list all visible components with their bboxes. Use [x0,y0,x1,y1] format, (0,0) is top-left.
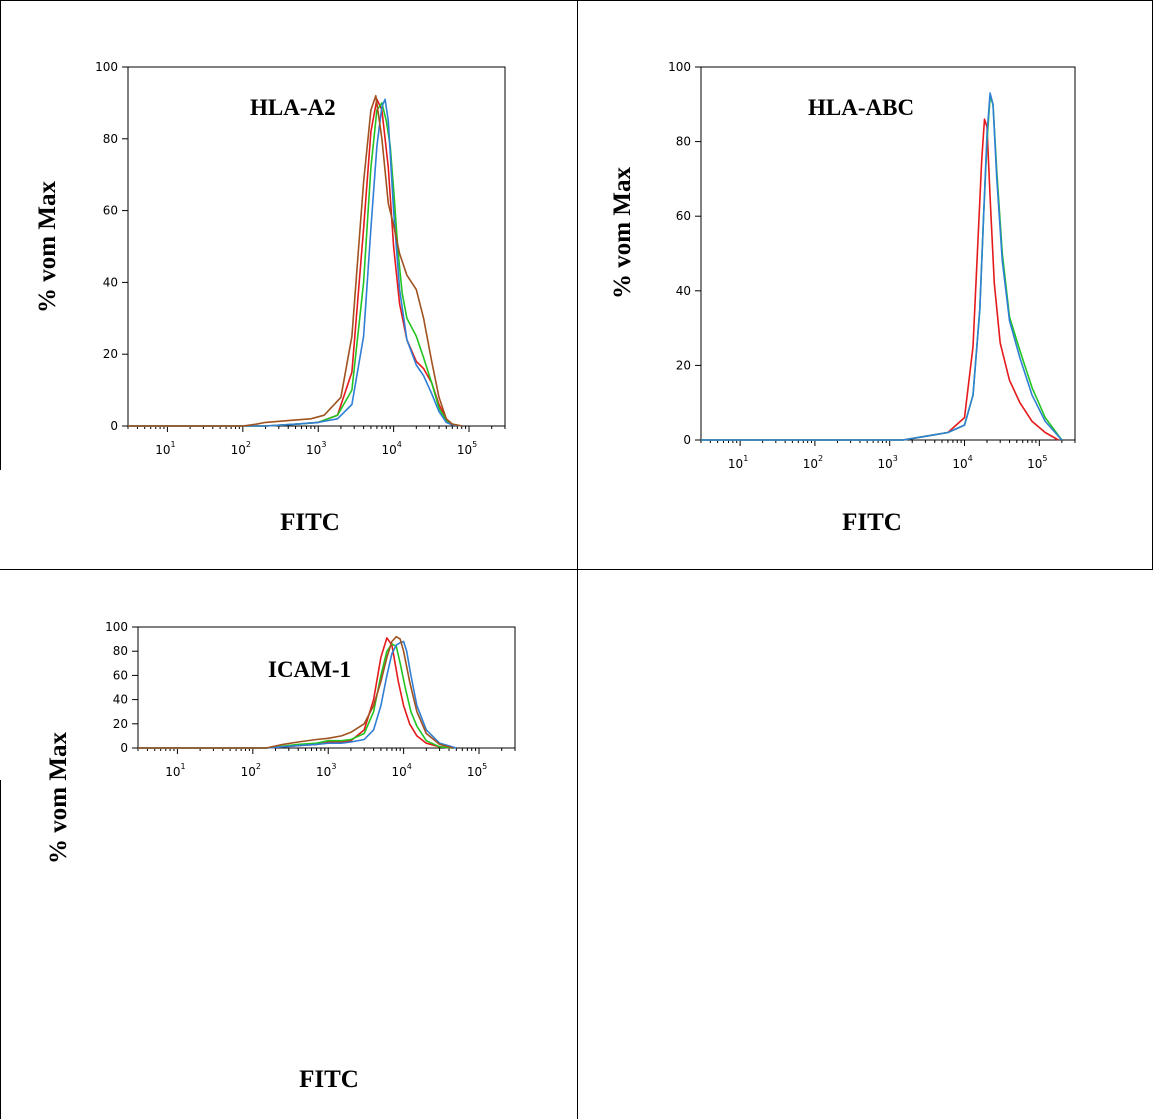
x-tick-label: 103 [306,440,326,457]
x-tick-base: 10 [165,765,180,779]
series-line-red [128,98,462,427]
x-tick-exponent: 4 [407,762,412,771]
x-tick-base: 10 [306,443,321,457]
y-tick-label: 80 [113,644,128,658]
x-tick-exponent: 5 [482,762,487,771]
series-line-blue [701,92,1063,441]
y-tick-label: 80 [103,132,118,146]
x-tick-label: 102 [241,762,261,779]
y-tick-label: 40 [103,275,118,289]
x-tick-exponent: 5 [1042,454,1047,463]
series-line-green [128,102,462,427]
plot-frame [127,66,506,427]
series-line-blue [128,98,462,427]
x-tick-base: 10 [241,765,256,779]
y-tick-label: 60 [676,209,691,223]
x-tick-label: 102 [803,454,823,471]
x-tick-exponent: 3 [893,454,898,463]
x-tick-base: 10 [316,765,331,779]
y-tick-label: 20 [676,358,691,372]
panel-title: HLA-ABC [808,95,914,120]
x-tick-exponent: 4 [968,454,973,463]
y-tick-label: 60 [113,668,128,682]
x-tick-base: 10 [391,765,406,779]
y-tick-label: 100 [105,620,128,634]
x-tick-label: 104 [952,454,972,471]
y-tick-label: 20 [113,717,128,731]
x-tick-exponent: 2 [818,454,823,463]
x-tick-label: 103 [878,454,898,471]
y-axis-title: % vom Max [609,167,636,299]
x-tick-exponent: 1 [743,454,748,463]
y-tick-label: 0 [120,741,128,755]
y-tick-label: 100 [95,60,118,74]
x-tick-label: 105 [1027,454,1047,471]
x-tick-label: 104 [381,440,401,457]
y-axis-title: % vom Max [34,181,61,313]
series-line-brown [128,94,462,427]
x-tick-exponent: 3 [321,440,326,449]
x-tick-base: 10 [381,443,396,457]
y-axis-title: % vom Max [45,732,72,864]
y-tick-label: 20 [103,347,118,361]
y-tick-label: 40 [113,693,128,707]
panel-title: HLA-A2 [250,95,336,120]
x-tick-exponent: 4 [397,440,402,449]
x-tick-base: 10 [231,443,246,457]
panel-title: ICAM-1 [268,657,351,682]
x-tick-label: 105 [457,440,477,457]
y-tick-label: 0 [683,433,691,447]
x-tick-base: 10 [1027,457,1042,471]
y-tick-label: 100 [668,60,691,74]
plot-frame [137,626,516,749]
x-tick-exponent: 2 [246,440,251,449]
x-tick-base: 10 [803,457,818,471]
series-line-blue [138,640,457,749]
x-tick-exponent: 1 [171,440,176,449]
x-tick-label: 103 [316,762,336,779]
x-tick-base: 10 [878,457,893,471]
x-tick-label: 101 [155,440,175,457]
series-line-green [701,96,1063,441]
y-tick-label: 40 [676,284,691,298]
plot-frame [700,66,1076,441]
x-tick-exponent: 3 [331,762,336,771]
x-tick-label: 101 [728,454,748,471]
x-tick-exponent: 1 [181,762,186,771]
x-tick-exponent: 2 [256,762,261,771]
x-tick-base: 10 [728,457,743,471]
y-tick-label: 80 [676,135,691,149]
x-axis-title: FITC [280,509,340,536]
x-tick-label: 101 [165,762,185,779]
x-tick-base: 10 [952,457,967,471]
x-tick-label: 105 [467,762,487,779]
series-line-green [138,643,453,749]
x-axis-title: FITC [299,1066,359,1093]
x-tick-base: 10 [457,443,472,457]
x-axis-title: FITC [842,509,902,536]
x-tick-base: 10 [155,443,170,457]
y-tick-label: 60 [103,204,118,218]
x-tick-label: 104 [391,762,411,779]
x-tick-base: 10 [467,765,482,779]
y-tick-label: 0 [110,419,118,433]
x-tick-label: 102 [231,440,251,457]
series-line-brown [138,635,454,749]
x-tick-exponent: 5 [472,440,477,449]
